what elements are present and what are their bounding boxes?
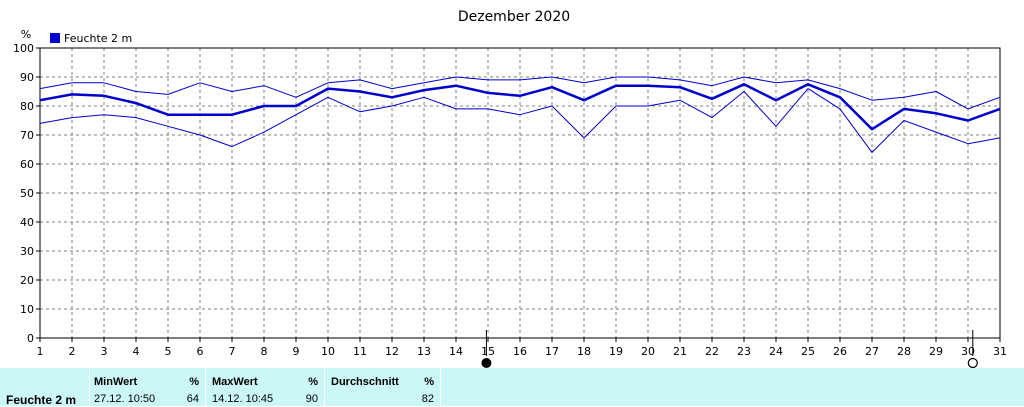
full-moon-icon xyxy=(967,357,978,368)
avg-value: 82 xyxy=(421,393,434,405)
y-axis-unit: % xyxy=(21,28,31,41)
x-tick-label: 19 xyxy=(609,345,623,358)
max-header: MaxWert xyxy=(212,376,258,388)
series-line-max xyxy=(39,76,1001,110)
legend-swatch xyxy=(50,33,60,43)
series-line-min xyxy=(39,88,1001,153)
y-tick-label: 0 xyxy=(27,332,34,345)
min-unit: % xyxy=(189,376,199,388)
x-tick-label: 28 xyxy=(897,345,911,358)
x-tick-label: 6 xyxy=(197,345,204,358)
avg-value-cell: Durchschnitt % 82 xyxy=(325,368,440,406)
x-tick-label: 14 xyxy=(449,345,463,358)
y-tick-label: 90 xyxy=(20,71,34,84)
x-tick-label: 3 xyxy=(101,345,108,358)
x-tick-label: 21 xyxy=(673,345,687,358)
max-unit: % xyxy=(308,376,318,388)
stats-label-cell: Feuchte 2 m xyxy=(0,368,89,407)
x-tick-label: 11 xyxy=(353,345,367,358)
min-value-cell: MinWert % 27.12. 10:50 64 xyxy=(90,368,205,406)
x-tick-label: 18 xyxy=(577,345,591,358)
x-tick-label: 29 xyxy=(929,345,943,358)
x-tick-label: 15 xyxy=(481,345,495,358)
x-tick-label: 9 xyxy=(293,345,300,358)
x-tick-label: 27 xyxy=(865,345,879,358)
y-tick-label: 70 xyxy=(20,129,34,142)
max-value-cell: MaxWert % 14.12. 10:45 90 xyxy=(206,368,324,406)
y-tick-label: 10 xyxy=(20,303,34,316)
x-tick-label: 20 xyxy=(641,345,655,358)
x-tick-label: 5 xyxy=(165,345,172,358)
y-tick-label: 30 xyxy=(20,245,34,258)
x-tick-label: 12 xyxy=(385,345,399,358)
x-tick-label: 16 xyxy=(513,345,527,358)
new-moon-icon xyxy=(481,358,492,368)
y-tick-label: 20 xyxy=(20,274,34,287)
avg-header: Durchschnitt xyxy=(331,376,399,388)
series-line-avg xyxy=(39,83,1001,131)
y-tick-label: 80 xyxy=(20,100,34,113)
max-time: 14.12. 10:45 xyxy=(212,393,274,405)
x-tick-label: 2 xyxy=(69,345,76,358)
y-tick-label: 60 xyxy=(20,158,34,171)
x-tick-label: 30 xyxy=(961,345,975,358)
y-tick-label: 100 xyxy=(13,42,34,55)
x-tick-label: 10 xyxy=(321,345,335,358)
stats-filler-cell xyxy=(441,368,1024,406)
x-tick-label: 17 xyxy=(545,345,559,358)
min-value: 64 xyxy=(186,393,199,405)
legend-label: Feuchte 2 m xyxy=(64,32,132,45)
x-tick-label: 1 xyxy=(37,345,44,358)
chart-title: Dezember 2020 xyxy=(458,9,570,25)
min-header: MinWert xyxy=(94,376,138,388)
x-tick-label: 4 xyxy=(133,345,140,358)
x-tick-label: 13 xyxy=(417,345,431,358)
x-tick-label: 25 xyxy=(801,345,815,358)
stats-row-label: Feuchte 2 m xyxy=(6,393,77,407)
x-tick-label: 31 xyxy=(993,345,1007,358)
x-tick-label: 8 xyxy=(261,345,268,358)
x-tick-label: 23 xyxy=(737,345,751,358)
max-value: 90 xyxy=(305,393,318,405)
x-tick-label: 22 xyxy=(705,345,719,358)
x-tick-label: 26 xyxy=(833,345,847,358)
y-tick-label: 40 xyxy=(20,216,34,229)
x-tick-label: 7 xyxy=(229,345,236,358)
x-tick-label: 24 xyxy=(769,345,783,358)
min-time: 27.12. 10:50 xyxy=(94,393,156,405)
humidity-chart: Dezember 2020 % Feuchte 2 m 0 10 20 30 40 50 6… xyxy=(13,9,1007,368)
stats-bar: Feuchte 2 m MinWert % 27.12. 10:50 64 Ma… xyxy=(0,368,1024,407)
avg-unit: % xyxy=(424,376,434,388)
plot-frame xyxy=(39,47,1001,339)
y-tick-label: 50 xyxy=(20,187,34,200)
